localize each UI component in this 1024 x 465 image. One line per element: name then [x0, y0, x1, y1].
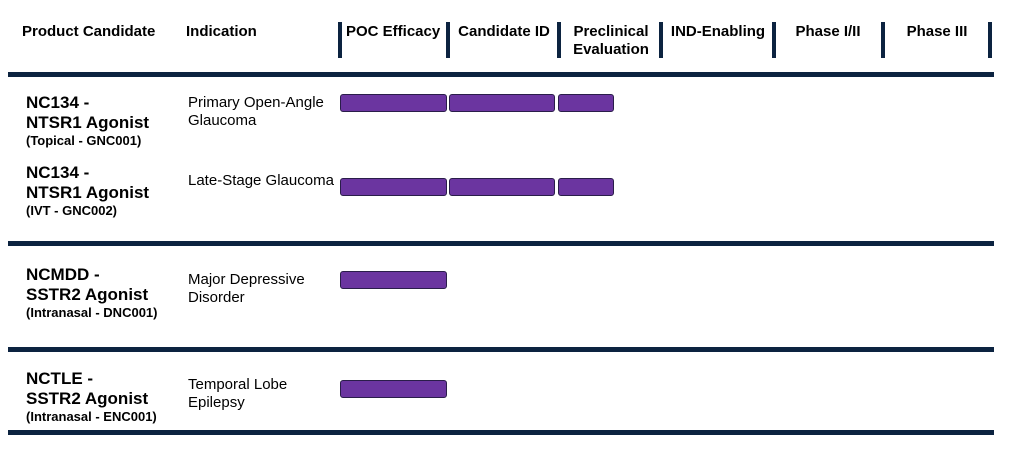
- product-candidate-name: NC134 - NTSR1 Agonist (Topical - GNC001): [26, 93, 149, 149]
- phase-separator: [659, 22, 663, 58]
- indication-text: Temporal Lobe Epilepsy: [188, 376, 288, 411]
- product-candidate-name: NCMDD - SSTR2 Agonist (Intranasal - DNC0…: [26, 265, 157, 321]
- product-name-line: NC134 -: [26, 93, 90, 112]
- header-phase-ind-enabling: IND-Enabling: [670, 23, 766, 40]
- phase-separator: [446, 22, 450, 58]
- product-candidate-name: NCTLE - SSTR2 Agonist (Intranasal - ENC0…: [26, 369, 157, 425]
- product-target-line: NTSR1 Agonist: [26, 183, 150, 202]
- header-indication: Indication: [186, 23, 257, 40]
- header-phase-preclinical-evaluation: Preclinical Evaluation: [573, 23, 649, 58]
- product-candidate-name: NC134 - NTSR1 Agonist (IVT - GNC002): [26, 163, 149, 219]
- header-phase-3: Phase III: [906, 23, 968, 40]
- header-phase-candidate-id: Candidate ID: [458, 23, 550, 40]
- table-bottom-rule: [8, 430, 994, 435]
- stage-progress-bar: [340, 380, 447, 398]
- stage-progress-bar: [558, 94, 614, 112]
- phase-separator: [338, 22, 342, 58]
- phase-separator: [557, 22, 561, 58]
- stage-progress-bar: [340, 94, 447, 112]
- indication-text: Major Depressive Disorder: [188, 271, 305, 306]
- indication-text: Primary Open-Angle Glaucoma: [188, 94, 324, 129]
- product-formulation: (Intranasal - ENC001): [26, 409, 157, 424]
- product-formulation: (Intranasal - DNC001): [26, 305, 158, 320]
- header-phase-1-2: Phase I/II: [795, 23, 861, 40]
- phase-separator: [881, 22, 885, 58]
- header-product-candidate: Product Candidate: [22, 23, 156, 40]
- product-name-line: NCTLE -: [26, 369, 94, 388]
- header-phase-poc-efficacy: POC Efficacy: [346, 23, 441, 40]
- product-name-line: NC134 -: [26, 163, 90, 182]
- phase-separator: [772, 22, 776, 58]
- phase-separator: [988, 22, 992, 58]
- row-divider: [8, 241, 994, 246]
- indication-text: Late-Stage Glaucoma: [188, 172, 334, 189]
- stage-progress-bar: [340, 271, 447, 289]
- header-divider: [8, 72, 994, 77]
- stage-progress-bar: [558, 178, 614, 196]
- product-name-line: NCMDD -: [26, 265, 100, 284]
- product-target-line: SSTR2 Agonist: [26, 389, 149, 408]
- product-target-line: SSTR2 Agonist: [26, 285, 149, 304]
- product-formulation: (Topical - GNC001): [26, 133, 142, 148]
- row-divider: [8, 347, 994, 352]
- stage-progress-bar: [340, 178, 447, 196]
- product-target-line: NTSR1 Agonist: [26, 113, 150, 132]
- product-formulation: (IVT - GNC002): [26, 203, 118, 218]
- stage-progress-bar: [449, 178, 555, 196]
- stage-progress-bar: [449, 94, 555, 112]
